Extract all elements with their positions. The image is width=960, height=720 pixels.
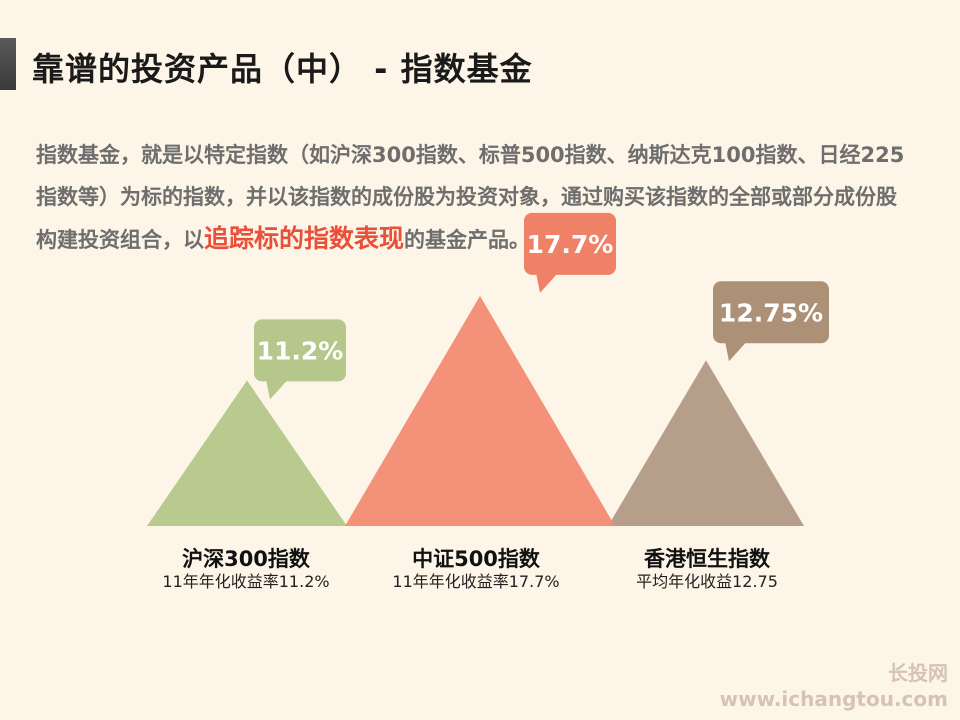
triangle-bar: [147, 380, 347, 526]
category-label: 中证500指数: [412, 547, 540, 571]
category-subtitle: 平均年化收益12.75: [636, 572, 778, 591]
title-accent-bar: [0, 38, 16, 90]
description-text: 指数基金，就是以特定指数（如沪深300指数、标普500指数、纳斯达克100指数、…: [36, 143, 905, 252]
data-label: 11.2%: [257, 336, 344, 365]
value-bubble: 11.2%: [254, 319, 346, 400]
category-caption-3: 香港恒生指数 平均年化收益12.75: [587, 546, 827, 592]
triangle-bar: [608, 360, 804, 526]
watermark: 长投网 www.ichangtou.com: [720, 660, 948, 712]
watermark-url: www.ichangtou.com: [719, 687, 948, 711]
value-bubble: 17.7%: [524, 212, 616, 293]
value-bubble: 12.75%: [713, 281, 829, 362]
category-caption-2: 中证500指数 11年年化收益率17.7%: [356, 546, 596, 592]
watermark-brand: 长投网: [888, 661, 948, 685]
category-caption-1: 沪深300指数 11年年化收益率11.2%: [126, 546, 366, 592]
data-label: 17.7%: [527, 230, 614, 259]
category-label: 香港恒生指数: [644, 547, 770, 571]
triangle-bar: [345, 295, 615, 526]
description-text-end: 的基金产品。: [404, 228, 531, 252]
description-paragraph: 指数基金，就是以特定指数（如沪深300指数、标普500指数、纳斯达克100指数、…: [36, 134, 916, 261]
data-label: 12.75%: [719, 298, 823, 327]
category-subtitle: 11年年化收益率11.2%: [162, 572, 330, 591]
description-highlight: 追踪标的指数表现: [204, 224, 405, 253]
page-title: 靠谱的投资产品（中） - 指数基金: [32, 50, 533, 88]
category-subtitle: 11年年化收益率17.7%: [392, 572, 560, 591]
category-label: 沪深300指数: [182, 547, 310, 571]
